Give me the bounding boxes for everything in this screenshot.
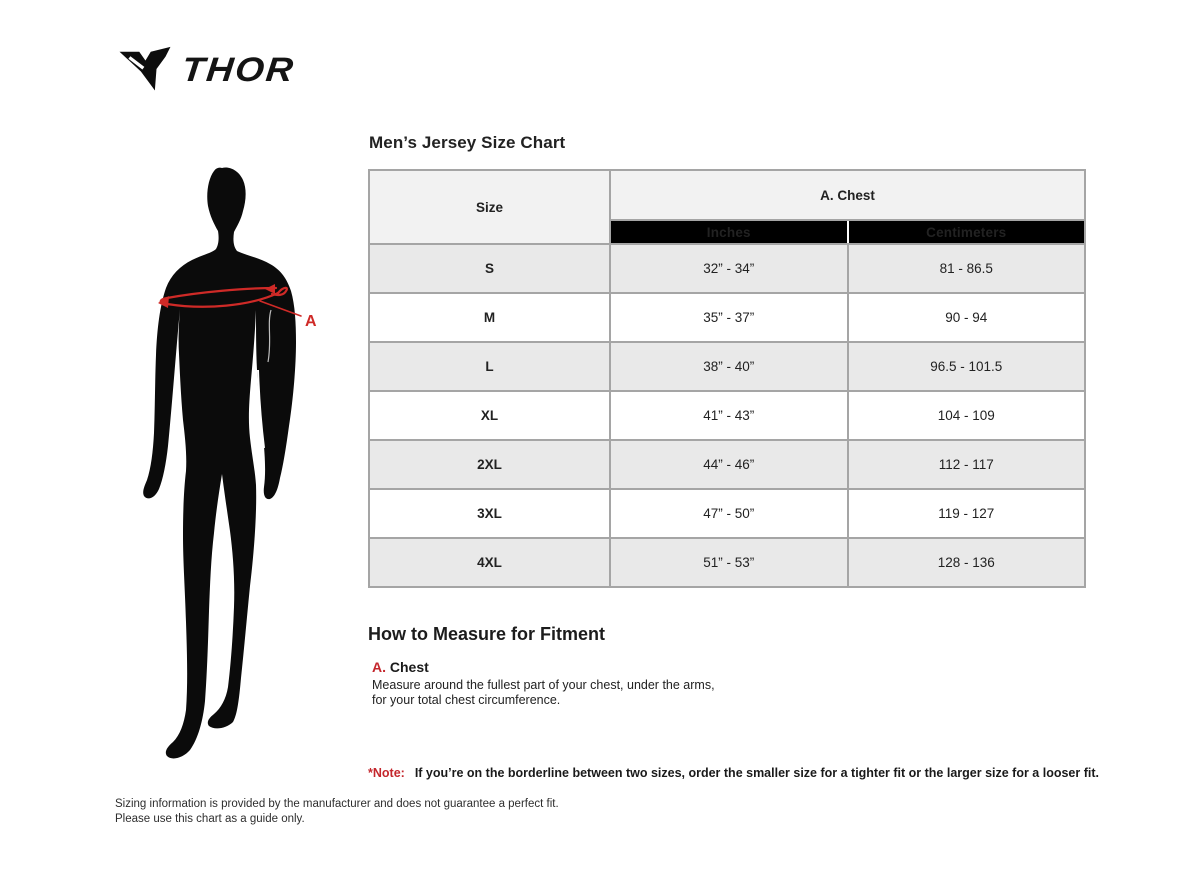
thor-logo: THOR (118, 46, 297, 92)
disclaimer-line-2: Please use this chart as a guide only. (115, 813, 305, 825)
chest-crease (267, 309, 272, 363)
size-cell: 4XL (368, 537, 611, 588)
measure-description: Measure around the fullest part of your … (372, 678, 715, 707)
table-row: 3XL 47” - 50” 119 - 127 (368, 488, 1086, 539)
body-silhouette-shape (143, 167, 296, 759)
sizing-note: *Note: If you’re on the borderline betwee… (368, 766, 1099, 780)
column-header-chest: A. Chest (609, 169, 1086, 221)
table-row: 2XL 44” - 46” 112 - 117 (368, 439, 1086, 490)
centimeters-cell: 81 - 86.5 (846, 243, 1086, 294)
chest-measurement-arrow (158, 284, 302, 317)
centimeters-cell: 104 - 109 (846, 390, 1086, 441)
table-row: M 35” - 37” 90 - 94 (368, 292, 1086, 343)
table-row: S 32” - 34” 81 - 86.5 (368, 243, 1086, 294)
centimeters-cell: 119 - 127 (846, 488, 1086, 539)
centimeters-cell: 90 - 94 (846, 292, 1086, 343)
size-cell: 3XL (368, 488, 611, 539)
inches-cell: 51” - 53” (609, 537, 849, 588)
thor-wordmark: THOR (180, 50, 297, 88)
inches-cell: 35” - 37” (609, 292, 849, 343)
size-chart-table: Size A. Chest Inches Centimeters S 32” -… (368, 169, 1086, 588)
size-cell: XL (368, 390, 611, 441)
centimeters-cell: 96.5 - 101.5 (846, 341, 1086, 392)
centimeters-cell: 128 - 136 (846, 537, 1086, 588)
column-header-inches: Inches (609, 219, 849, 245)
page-title: Men’s Jersey Size Chart (369, 133, 566, 152)
table-row: L 38” - 40” 96.5 - 101.5 (368, 341, 1086, 392)
chest-marker-label: A (305, 313, 317, 330)
table-row: XL 41” - 43” 104 - 109 (368, 390, 1086, 441)
disclaimer: Sizing information is provided by the ma… (115, 797, 559, 827)
measure-item-chest: A. Chest (372, 659, 1086, 675)
inches-cell: 41” - 43” (609, 390, 849, 441)
inches-cell: 47” - 50” (609, 488, 849, 539)
centimeters-cell: 112 - 117 (846, 439, 1086, 490)
male-silhouette-icon: A (143, 167, 317, 759)
disclaimer-line-1: Sizing information is provided by the ma… (115, 798, 559, 810)
arm-gap-right (257, 369, 265, 449)
size-chart-section: Men’s Jersey Size Chart Size A. Chest In… (368, 133, 1086, 708)
size-cell: 2XL (368, 439, 611, 490)
measure-item-letter: A. (372, 659, 386, 675)
size-cell: S (368, 243, 611, 294)
column-header-size: Size (368, 169, 611, 245)
table-row: 4XL 51” - 53” 128 - 136 (368, 537, 1086, 588)
inches-cell: 32” - 34” (609, 243, 849, 294)
note-label: *Note: (368, 766, 405, 780)
size-cell: M (368, 292, 611, 343)
measure-heading: How to Measure for Fitment (368, 624, 606, 644)
inches-cell: 44” - 46” (609, 439, 849, 490)
note-text: If you’re on the borderline between two … (414, 766, 1099, 780)
measure-item-name: Chest (389, 659, 429, 675)
thor-horns-icon (119, 46, 171, 91)
column-header-centimeters: Centimeters (846, 219, 1086, 245)
arm-gap-left (170, 365, 179, 447)
inches-cell: 38” - 40” (609, 341, 849, 392)
size-cell: L (368, 341, 611, 392)
male-silhouette-figure: A (125, 158, 325, 778)
